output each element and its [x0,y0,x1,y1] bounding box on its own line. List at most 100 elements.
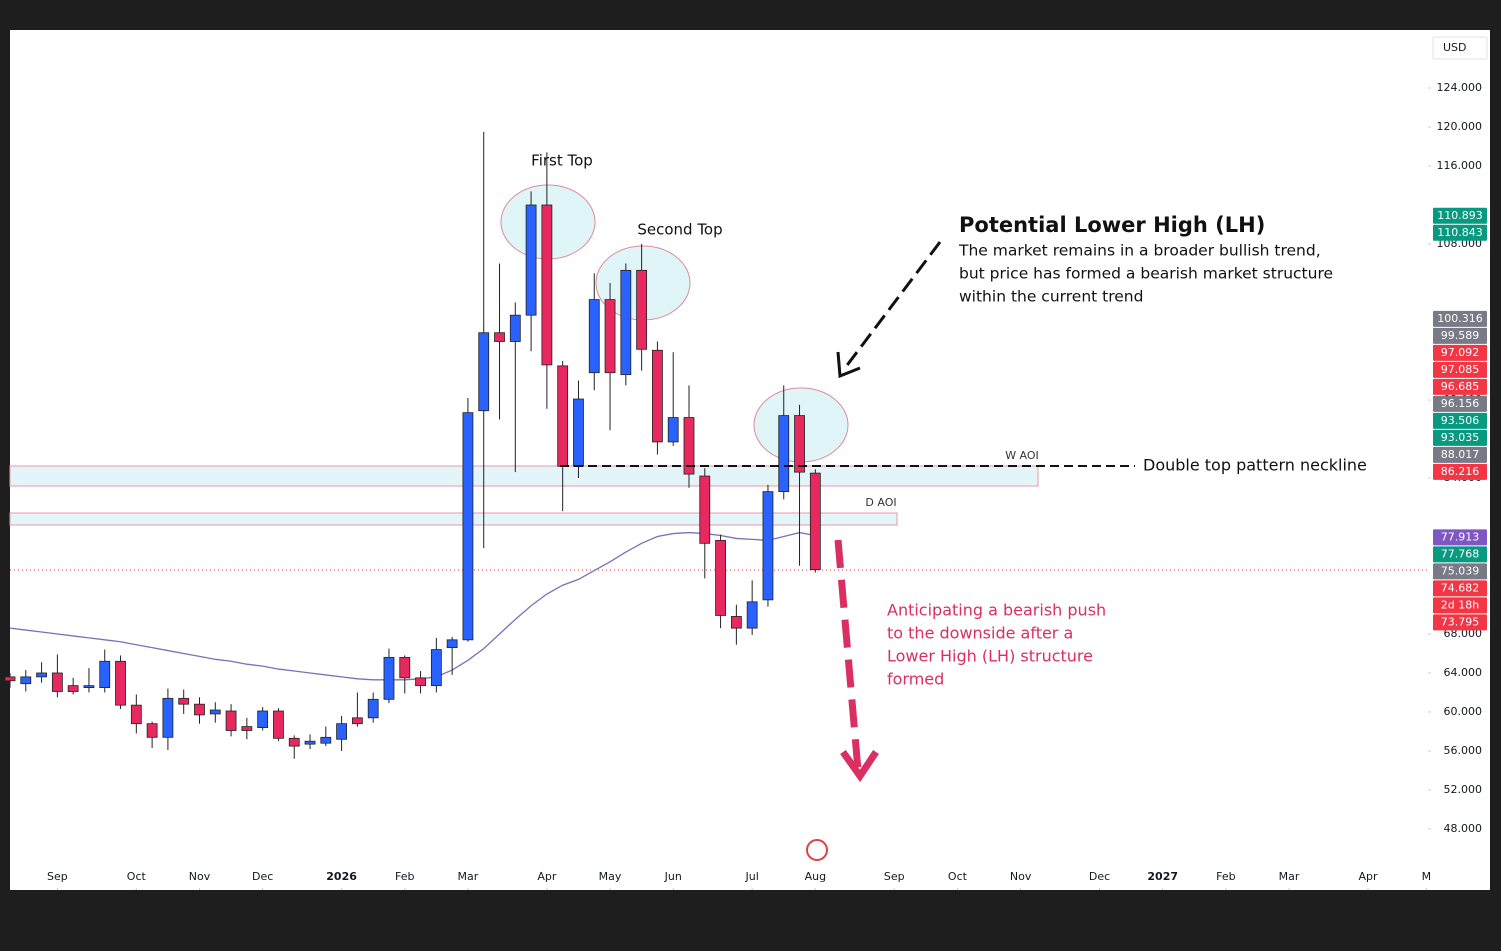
price-badge [1433,378,1487,395]
bearish-text-line: to the downside after a [887,624,1073,643]
y-tick-label: 48.000 [1444,822,1483,835]
price-badge-label: 96.685 [1441,380,1480,393]
candle-body [4,676,16,682]
candle-body [541,204,553,366]
x-tick-label: Jul [745,870,759,883]
x-tick-label: Sep [884,870,905,883]
y-tick-label: 64.000 [1444,666,1483,679]
candle-body [162,697,174,738]
price-badge-label: 97.085 [1441,363,1480,376]
x-tick-label: Feb [1216,870,1235,883]
candle-body [778,415,790,493]
lh-text-line: within the current trend [959,288,1143,306]
candle-body [604,299,616,374]
candle-body [430,649,442,687]
price-badge [1433,429,1487,446]
price-badge-label: 88.017 [1441,448,1480,461]
candle-body [178,697,190,705]
candle-body [351,717,363,725]
lh-arrowhead [836,351,861,379]
y-tick-label: 52.000 [1444,783,1483,796]
price-badge [1433,614,1487,631]
price-badge [1433,597,1487,614]
price-badge [1433,446,1487,463]
chart-panel [10,30,1490,890]
candle-body [636,269,648,350]
candle-body [399,656,411,679]
x-tick-label: Nov [189,870,211,883]
candle-body [336,723,348,740]
candle-body [209,709,221,715]
candle-body [51,672,63,692]
x-tick-label: Oct [948,870,968,883]
y-tick-label: 120.000 [1437,120,1483,133]
candle-body [462,412,474,641]
y-tick-label: 60.000 [1444,705,1483,718]
price-badge [1433,310,1487,327]
lh-text-line: but price has formed a bearish market st… [959,265,1333,283]
price-badge-label: 97.092 [1441,346,1480,359]
candle-body [115,660,126,706]
x-tick-label: Dec [1089,870,1110,883]
price-badge [1433,463,1487,480]
x-tick-label: Apr [537,870,557,883]
y-tick-label: 116.000 [1437,159,1483,172]
price-badge [1433,580,1487,597]
price-badge [1433,546,1487,563]
x-tick-label: Apr [1358,870,1378,883]
currency: USD [1443,41,1467,54]
w-aoi-label: W AOI [1005,449,1039,462]
candle-body [67,685,79,692]
x-tick-label: Sep [47,870,68,883]
x-tick-label: M [1422,870,1432,883]
price-badge [1433,529,1487,546]
candle-body [20,676,32,685]
price-badge-label: 77.768 [1441,547,1480,560]
price-badge-label: 2d 18h [1441,598,1479,611]
currency-box [1432,36,1488,60]
x-tick-label: 2026 [326,870,357,883]
price-badge-label: 75.039 [1441,564,1480,577]
candle-body [478,332,490,412]
candle-body [415,677,426,687]
price-badge-label: 86.216 [1441,465,1480,478]
candle-body [273,710,284,739]
candle-body [557,365,569,467]
candle-body [288,737,300,747]
x-tick-label: Nov [1010,870,1032,883]
candle-body [257,710,269,728]
x-tick-label: Oct [127,870,147,883]
price-badge [1433,395,1487,412]
candle-body [83,685,95,689]
candle-body [588,299,600,374]
lh-text-line: The market remains in a broader bullish … [958,242,1321,260]
candle-body [730,616,742,629]
candle-body [809,472,821,571]
candle-body [320,736,332,744]
x-tick-label: Jun [664,870,682,883]
price-badge-label: 93.035 [1441,431,1480,444]
price-badge-label: 96.156 [1441,397,1480,410]
x-tick-label: Mar [458,870,479,883]
d-aoi-label: D AOI [865,496,896,509]
price-badge [1433,224,1487,241]
candle-body [573,398,584,467]
candle-body [383,656,395,700]
price-badge-label: 110.893 [1437,209,1483,222]
price-badge-label: 73.795 [1441,615,1480,628]
neckline-label: Double top pattern neckline [1143,456,1367,475]
candle-body [367,698,379,719]
candle-body [446,639,458,649]
candle-body [667,417,679,443]
price-badge-label: 77.913 [1441,530,1480,543]
candle-body [525,204,537,316]
candle-body [130,704,142,725]
bearish-text-line: formed [887,670,944,689]
bearish-text-line: Lower High (LH) structure [887,647,1093,666]
candle-body [146,723,158,738]
candle-body [241,726,253,731]
w-aoi-zone [9,465,1039,487]
candle-body [494,332,505,342]
event-icon [806,839,828,861]
candle-body [794,415,805,473]
